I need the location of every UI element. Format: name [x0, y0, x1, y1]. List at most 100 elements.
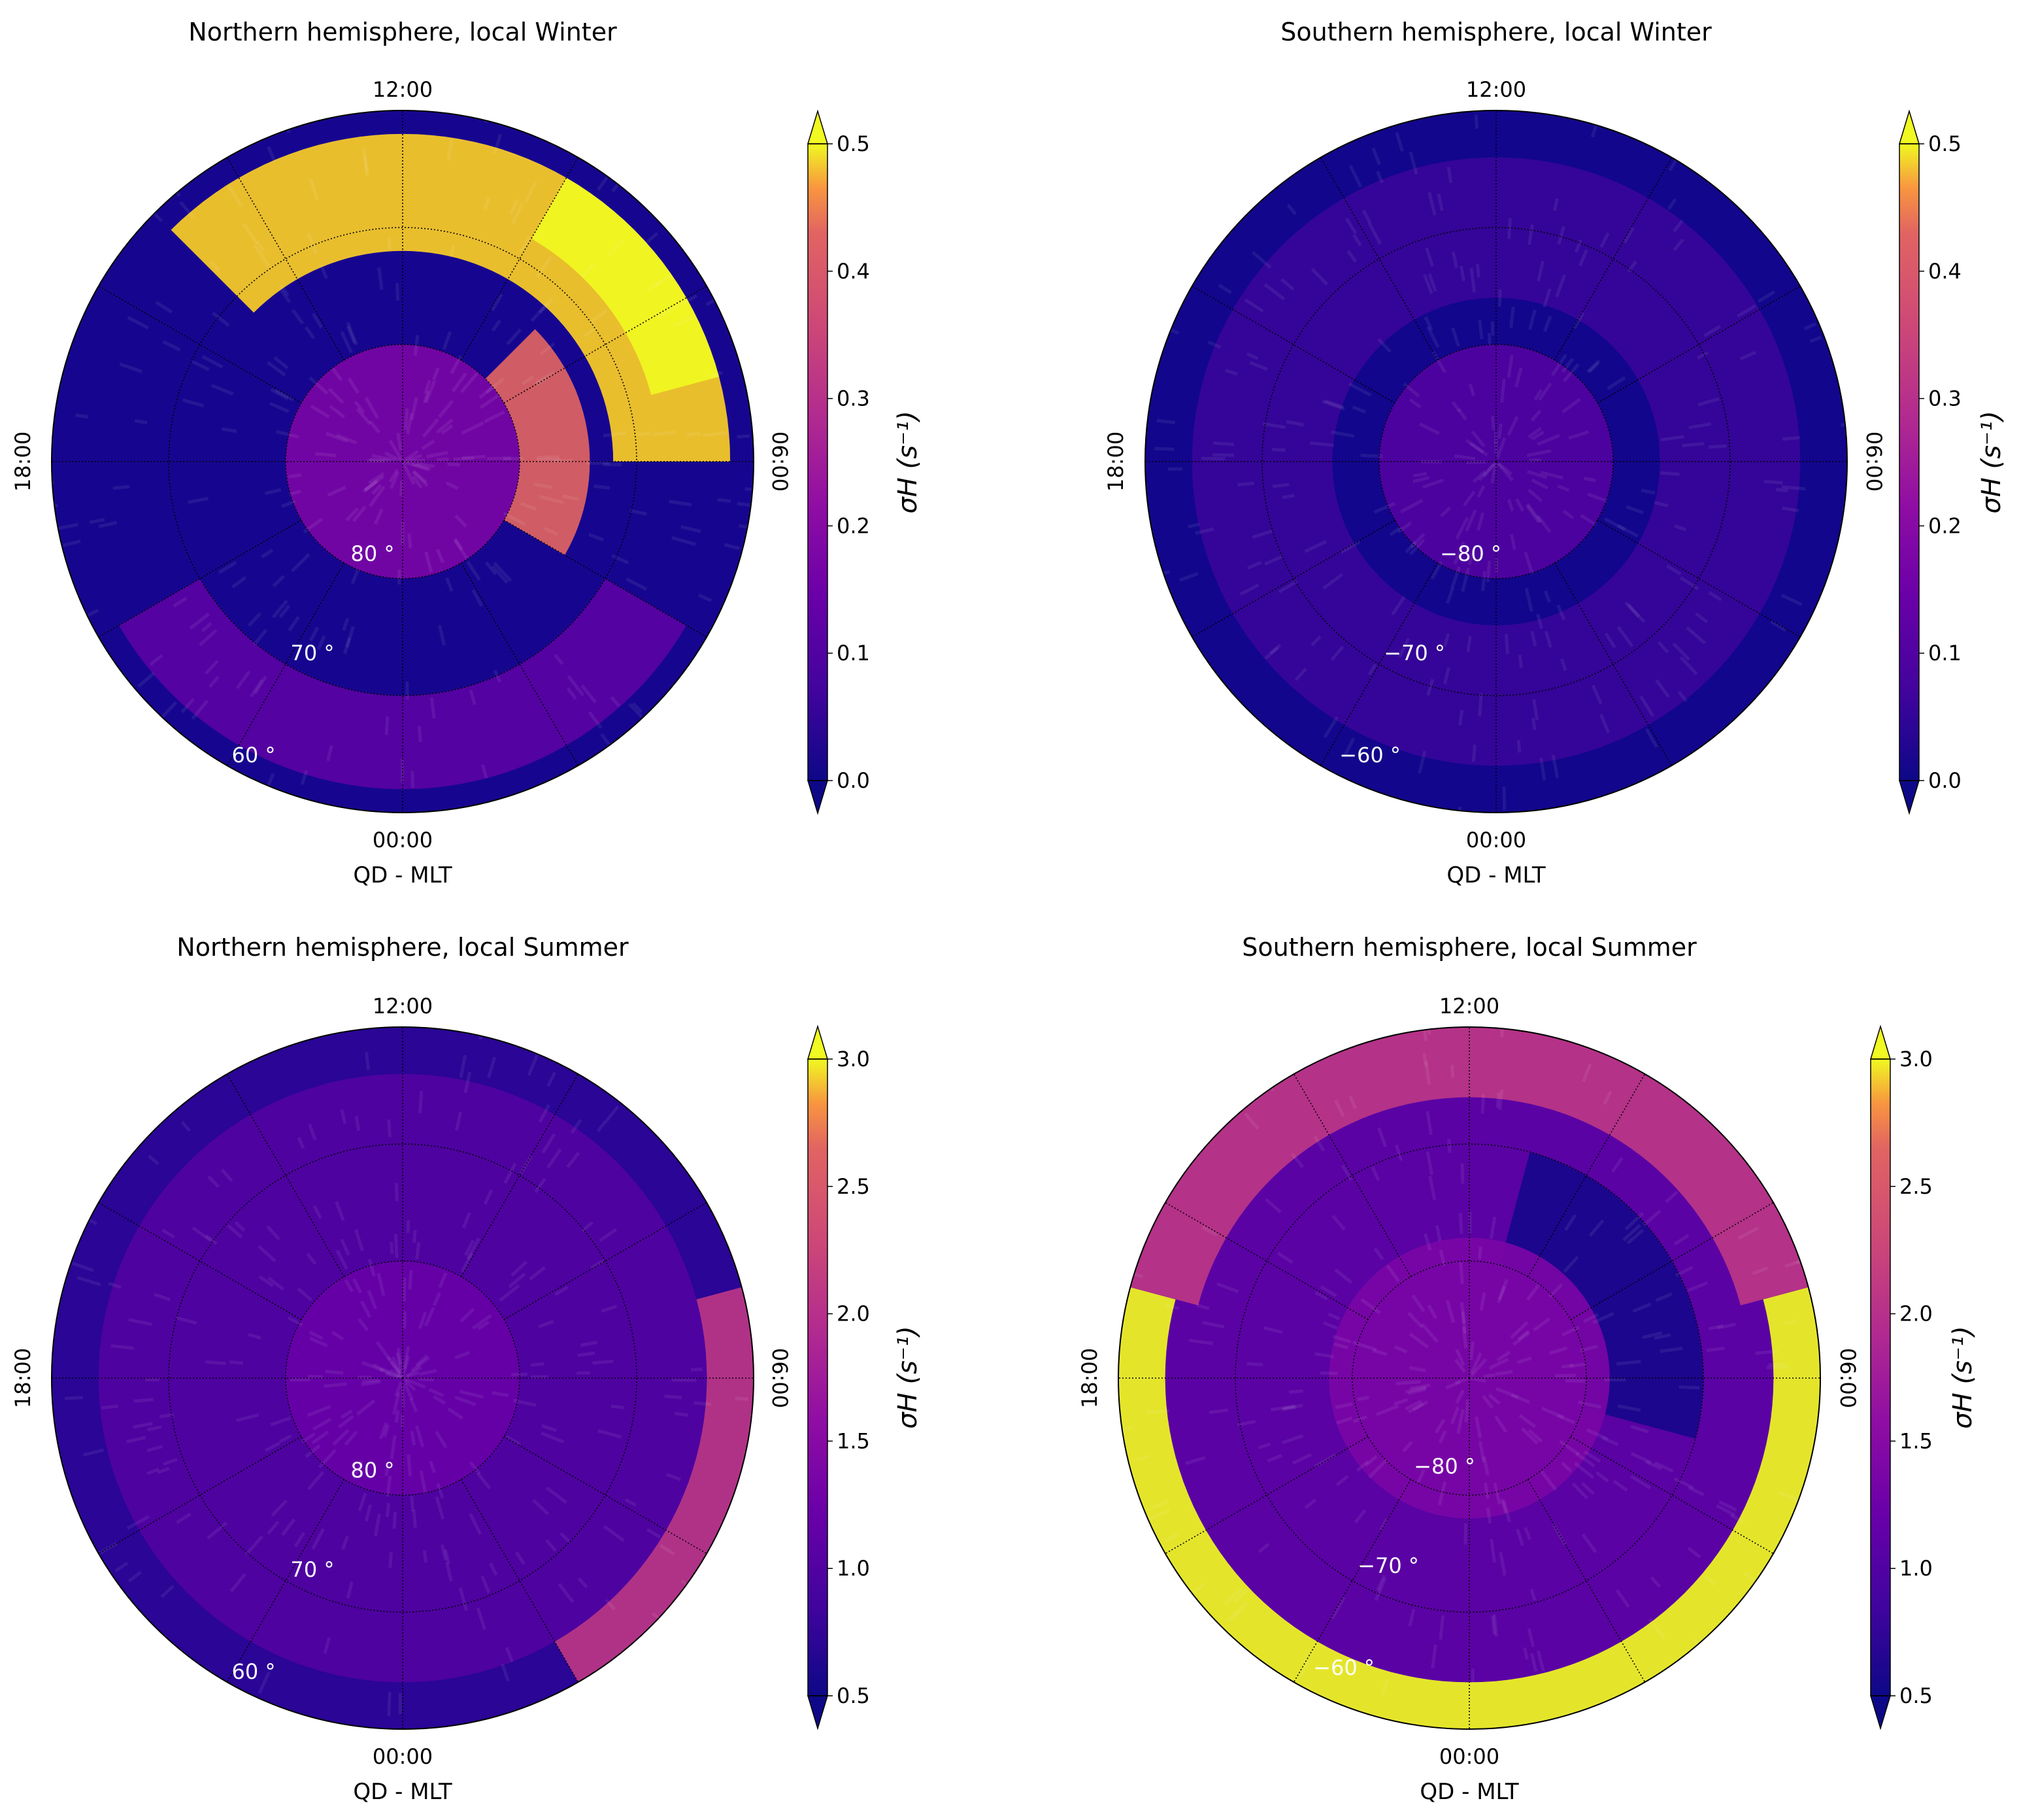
texture-streak [412, 1509, 417, 1528]
texture-streak [436, 548, 444, 564]
texture-streak [1586, 1428, 1609, 1441]
texture-streak [1323, 1321, 1339, 1330]
colorbar-tick-label: 3.0 [1899, 1047, 1933, 1071]
texture-streak [319, 264, 328, 279]
texture-streak [390, 471, 400, 490]
texture-streak [483, 1189, 493, 1205]
texture-streak [1510, 1321, 1529, 1340]
texture-streak [403, 1377, 426, 1389]
texture-streak [1455, 1349, 1465, 1366]
texture-streak [1507, 355, 1514, 378]
texture-streak [1356, 1395, 1369, 1402]
texture-streak [1512, 1331, 1531, 1346]
texture-streak [461, 421, 484, 435]
texture-streak [1645, 728, 1658, 749]
colorbar-tick-label: 0.5 [1899, 1683, 1933, 1708]
texture-streak [1562, 363, 1580, 382]
texture-streak [386, 1355, 404, 1378]
texture-streak [1709, 444, 1727, 449]
texture-streak [354, 1115, 361, 1132]
texture-streak [327, 486, 346, 497]
texture-streak [271, 1499, 288, 1517]
texture-streak [408, 454, 422, 462]
panel-title: Southern hemisphere, local Winter [1280, 18, 1712, 46]
texture-streak [1299, 1659, 1311, 1676]
texture-streak [1641, 488, 1656, 495]
texture-streak [405, 1371, 420, 1379]
texture-streak [387, 237, 392, 250]
texture-streak [1422, 1030, 1428, 1042]
colorbar-tick-label: 3.0 [837, 1047, 870, 1071]
texture-streak [1281, 1434, 1304, 1445]
ring-label-60: 60 ° [232, 743, 276, 767]
colorbar-gradient [1899, 144, 1919, 781]
texture-streak [1623, 227, 1635, 244]
texture-streak [680, 525, 701, 533]
texture-streak [279, 284, 290, 297]
texture-streak [1557, 484, 1570, 492]
texture-streak [1244, 298, 1264, 313]
texture-streak [1445, 1300, 1456, 1323]
panel-title: Northern hemisphere, local Winter [188, 18, 617, 46]
texture-streak [1463, 1523, 1468, 1545]
texture-streak [1703, 325, 1721, 337]
texture-streak [508, 1272, 526, 1289]
texture-streak [354, 401, 365, 414]
texture-streak [1354, 1509, 1367, 1524]
texture-streak [1459, 1262, 1464, 1284]
texture-streak [539, 494, 564, 505]
texture-streak [424, 380, 431, 394]
texture-streak [291, 309, 305, 325]
texture-streak [254, 244, 271, 267]
texture-streak [1154, 447, 1175, 451]
texture-streak [593, 484, 610, 490]
texture-streak [204, 660, 219, 675]
mlt-label-left: 18:00 [10, 431, 35, 492]
texture-streak [1313, 1136, 1326, 1152]
texture-streak [1660, 435, 1684, 442]
polar-frame [51, 110, 754, 813]
mlt-label-bottom: 00:00 [1439, 1744, 1499, 1769]
texture-streak [345, 507, 359, 522]
texture-streak [1539, 757, 1546, 781]
texture-streak [309, 1336, 328, 1347]
ring-label-70: 70 ° [291, 641, 335, 666]
texture-streak [433, 1395, 446, 1405]
texture-streak [404, 1379, 416, 1392]
texture-streak [221, 427, 237, 433]
texture-streak [1188, 1338, 1213, 1345]
texture-streak [1239, 583, 1260, 596]
texture-streak [1461, 567, 1471, 592]
texture-streak [1372, 1349, 1388, 1357]
lat-ring-70 [1235, 1143, 1704, 1613]
texture-streak [1314, 1453, 1337, 1468]
texture-streak [149, 654, 163, 667]
texture-streak [388, 439, 404, 462]
texture-streak [531, 1498, 550, 1516]
texture-streak [611, 183, 620, 193]
texture-streak [1470, 1352, 1482, 1374]
texture-streak [182, 398, 205, 408]
texture-streak [1688, 422, 1712, 430]
texture-streak [402, 1277, 407, 1302]
texture-streak [1224, 368, 1238, 376]
texture-streak [1264, 554, 1283, 566]
colorbar-frame [807, 1058, 828, 1696]
texture-streak [1516, 739, 1522, 753]
texture-streak [208, 675, 220, 688]
texture-streak [411, 462, 431, 471]
mlt-label-left: 18:00 [10, 1348, 35, 1408]
texture-streak [229, 1573, 246, 1593]
texture-streak [1550, 354, 1567, 377]
texture-streak [1667, 198, 1677, 211]
texture-streak [429, 697, 436, 719]
texture-streak [1537, 260, 1545, 282]
texture-streak [1423, 1233, 1432, 1251]
texture-streak [509, 199, 519, 216]
texture-streak [1207, 340, 1222, 349]
texture-streak [554, 1285, 569, 1296]
colorbar-extend-bottom [1898, 780, 1920, 815]
colorbar-extend-top [807, 1024, 829, 1060]
texture-streak [1409, 398, 1422, 409]
texture-streak [537, 455, 560, 460]
